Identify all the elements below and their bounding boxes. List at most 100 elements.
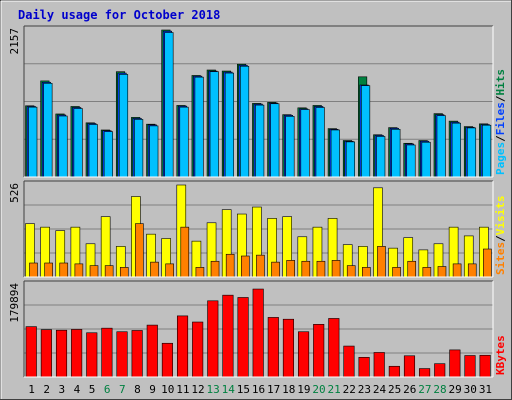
bar-kbytes-14: [222, 294, 234, 378]
x-tick-label: 30: [464, 383, 477, 396]
bar-kbytes-19: [298, 331, 310, 378]
bar-sites-2: [44, 262, 53, 278]
legend-separator: /: [494, 95, 507, 102]
x-tick-label: 20: [312, 383, 325, 396]
bar-pages-11: [179, 106, 189, 178]
y-max-label: 179894: [8, 283, 21, 323]
bar-sites-19: [301, 260, 311, 278]
legend-item-kbytes: KBytes: [494, 335, 507, 375]
bar-sites-20: [316, 260, 326, 278]
bar-sites-6: [104, 265, 114, 278]
bar-sites-13: [210, 260, 220, 278]
bar-sites-1: [29, 262, 38, 278]
bar-pages-30: [466, 127, 477, 178]
x-tick-label: 19: [297, 383, 310, 396]
bar-sites-5: [89, 265, 99, 278]
x-tick-label: 2: [43, 383, 50, 396]
legend-item-sites: Sites: [494, 242, 507, 275]
bar-kbytes-30: [464, 355, 476, 378]
bar-pages-2: [43, 82, 53, 178]
bar-pages-31: [482, 124, 492, 178]
bar-sites-29: [452, 263, 462, 278]
bar-sites-12: [195, 267, 205, 278]
bar-pages-18: [285, 116, 295, 178]
x-tick-label: 11: [176, 383, 189, 396]
bar-kbytes-6: [101, 327, 113, 378]
bar-sites-26: [407, 260, 417, 278]
legend-item-files: Files: [494, 102, 507, 135]
x-tick-label: 3: [59, 383, 66, 396]
bar-pages-8: [134, 119, 144, 178]
bar-pages-1: [28, 106, 38, 178]
bar-pages-3: [58, 115, 68, 178]
bar-sites-4: [74, 263, 84, 278]
x-tick-label: 25: [388, 383, 401, 396]
legend-item-pages: Pages: [494, 142, 507, 175]
bar-sites-24: [377, 246, 386, 278]
x-tick-label: 22: [343, 383, 356, 396]
x-tick-label: 23: [358, 383, 371, 396]
bar-pages-29: [451, 122, 461, 178]
bar-kbytes-22: [343, 345, 355, 378]
bar-kbytes-20: [313, 324, 325, 378]
bar-pages-28: [436, 115, 446, 178]
bar-sites-18: [286, 260, 295, 278]
legend-separator: /: [494, 135, 507, 142]
bar-kbytes-25: [388, 365, 400, 378]
bar-sites-15: [241, 255, 250, 278]
bar-pages-21: [330, 129, 340, 178]
bar-sites-30: [467, 263, 477, 278]
bar-kbytes-8: [131, 330, 143, 378]
x-tick-label: 4: [74, 383, 81, 396]
bar-sites-28: [437, 266, 447, 278]
x-tick-label: 1: [28, 383, 35, 396]
bar-sites-27: [422, 267, 432, 278]
chart-panels: 2157Pages/Files/Hits526Sites/Visits17989…: [8, 25, 507, 378]
chart-title: Daily usage for October 2018: [18, 8, 220, 22]
bar-kbytes-3: [55, 329, 68, 378]
y-max-label: 2157: [8, 28, 21, 55]
bar-sites-23: [362, 267, 371, 278]
bar-pages-14: [224, 72, 234, 178]
bar-sites-10: [165, 263, 174, 278]
x-tick-label: 14: [222, 383, 236, 396]
x-tick-label: 13: [206, 383, 219, 396]
x-tick-label: 26: [403, 383, 416, 396]
legend-item-visits: Visits: [494, 196, 507, 236]
bar-sites-7: [119, 267, 129, 278]
bar-sites-14: [225, 253, 235, 278]
bar-pages-26: [406, 144, 416, 178]
legend-separator: /: [494, 235, 507, 242]
bar-pages-9: [149, 125, 159, 178]
x-axis-labels: 1 2 3 4 5 6 7 8 9 10 11 12 13 14 15 16 17 18 19 20 21 22 23 24 2…: [28, 383, 492, 396]
x-tick-label: 8: [134, 383, 141, 396]
x-tick-label: 5: [89, 383, 96, 396]
bar-kbytes-24: [373, 352, 385, 378]
bar-kbytes-1: [25, 326, 37, 378]
x-tick-label: 28: [433, 383, 446, 396]
bar-sites-21: [331, 260, 341, 278]
bar-sites-22: [346, 265, 356, 278]
x-tick-label: 12: [191, 383, 204, 396]
bar-kbytes-10: [161, 342, 173, 378]
legend-item-hits: Hits: [494, 69, 507, 96]
bar-pages-10: [164, 32, 174, 178]
x-tick-label: 31: [479, 383, 492, 396]
bar-kbytes-28: [434, 363, 446, 378]
bar-sites-8: [135, 223, 144, 278]
bar-kbytes-27: [419, 368, 431, 378]
bar-kbytes-17: [267, 317, 279, 378]
x-tick-label: 18: [282, 383, 295, 396]
x-tick-label: 17: [267, 383, 280, 396]
bar-pages-7: [118, 74, 129, 178]
bar-pages-20: [315, 107, 325, 178]
bar-pages-23: [361, 85, 371, 178]
bar-kbytes-4: [71, 329, 83, 378]
bar-pages-13: [209, 71, 219, 178]
bar-kbytes-18: [282, 318, 294, 378]
bar-kbytes-2: [40, 329, 52, 378]
bar-kbytes-26: [403, 355, 416, 378]
x-tick-label: 6: [104, 383, 111, 396]
